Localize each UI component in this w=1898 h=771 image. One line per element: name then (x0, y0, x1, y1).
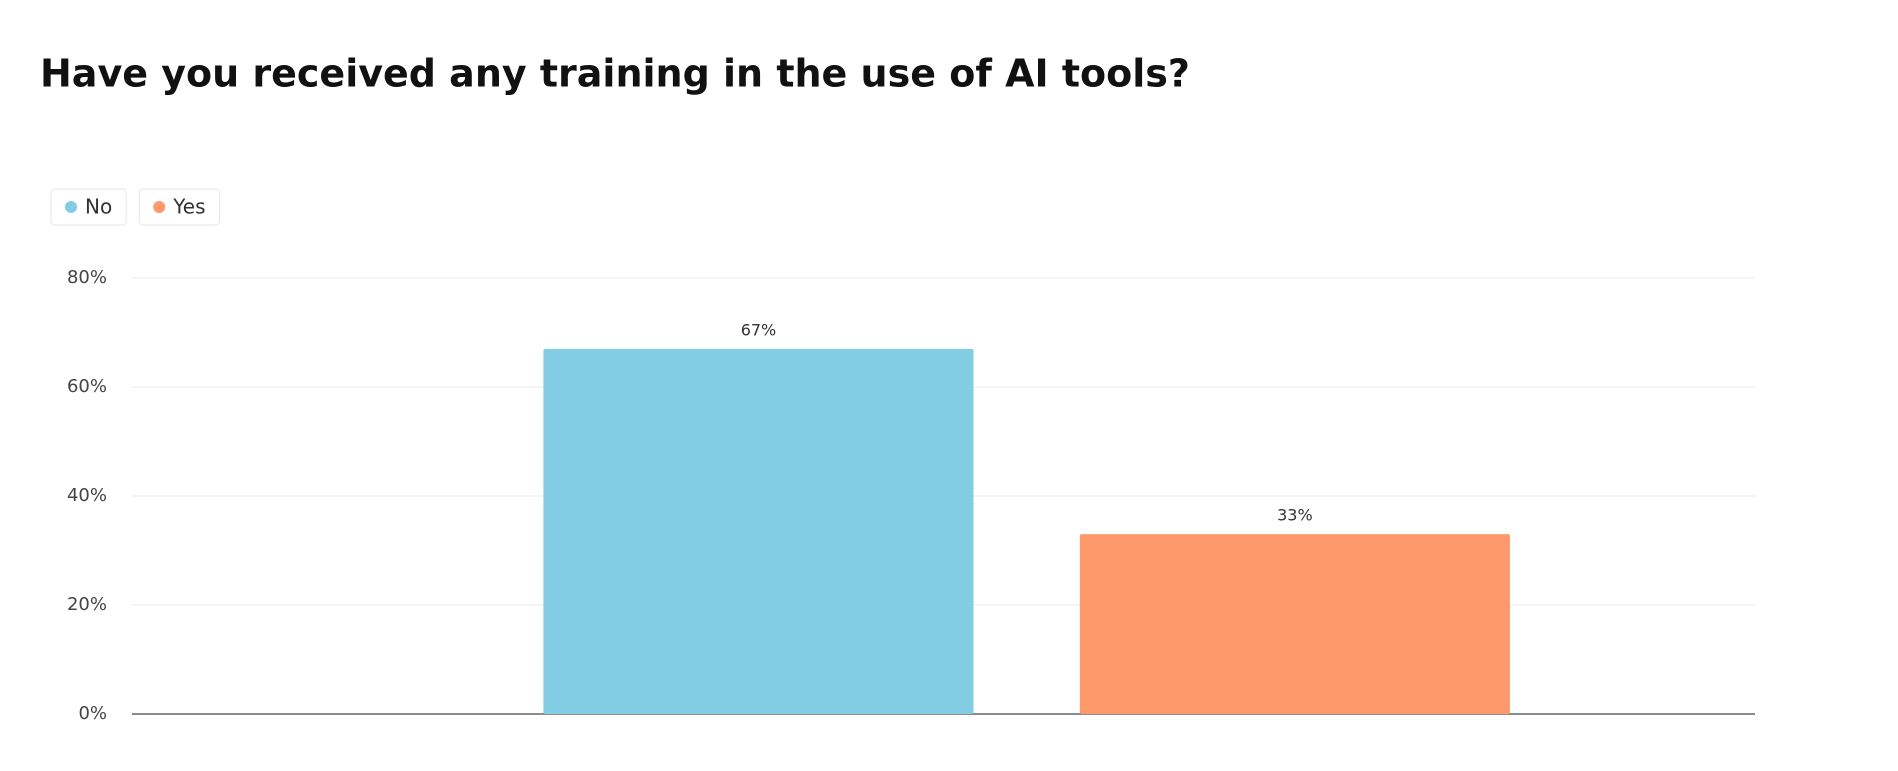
y-tick-label: 20% (67, 594, 107, 615)
legend-item: No (50, 188, 127, 226)
legend-swatch (153, 201, 166, 213)
legend-item: Yes (138, 188, 220, 226)
value-label: 67% (741, 320, 777, 339)
value-label: 33% (1277, 506, 1313, 525)
legend-swatch (65, 201, 77, 213)
chart-title: Have you received any training in the us… (40, 52, 1190, 96)
legend-label: No (85, 195, 112, 219)
legend-box (138, 188, 220, 226)
legend-label: Yes (172, 195, 205, 219)
y-tick-label: 0% (78, 703, 107, 724)
bar (1079, 534, 1510, 714)
y-tick-label: 60% (67, 376, 107, 397)
y-tick-label: 40% (67, 485, 107, 506)
bar (543, 348, 974, 714)
y-tick-label: 80% (67, 267, 107, 288)
legend-box (50, 188, 127, 226)
